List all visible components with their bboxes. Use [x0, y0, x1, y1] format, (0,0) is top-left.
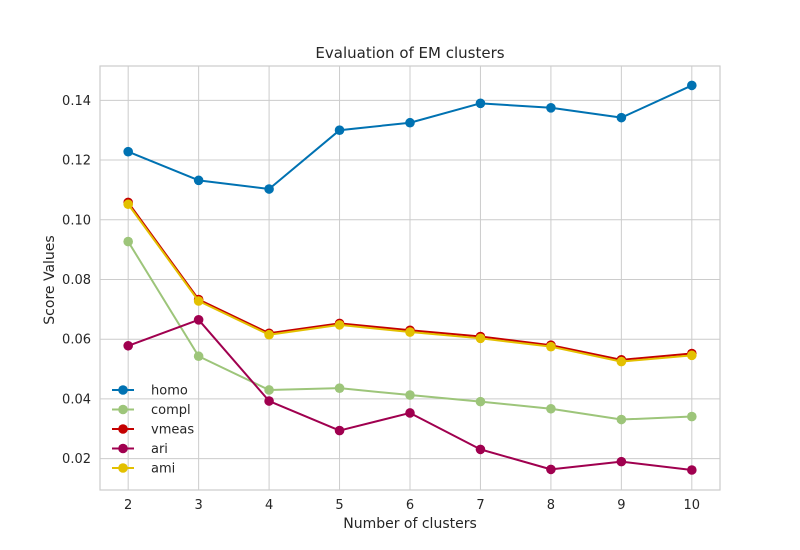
data-point-homo	[616, 112, 627, 123]
y-tick-label: 0.14	[62, 94, 91, 109]
y-tick-label: 0.10	[62, 213, 91, 228]
x-tick-label: 4	[265, 498, 273, 513]
x-tick-label: 6	[406, 498, 414, 513]
data-point-ami	[334, 320, 345, 330]
x-tick-label: 7	[476, 498, 484, 513]
chart-title: Evaluation of EM clusters	[315, 44, 504, 62]
plot-frame	[99, 65, 721, 491]
series-ari	[123, 315, 697, 475]
data-point-ami	[546, 341, 556, 352]
data-point-ari	[405, 408, 415, 418]
y-tick-label: 0.12	[62, 154, 91, 169]
legend-label: ari	[151, 442, 168, 457]
data-point-ari	[334, 425, 345, 436]
legend-item-homo: homo	[112, 384, 188, 399]
legend-label: vmeas	[151, 423, 194, 438]
data-point-compl	[193, 351, 204, 362]
x-tick-label: 8	[547, 498, 555, 513]
data-point-compl	[123, 236, 133, 247]
x-axis-label: Number of clusters	[343, 516, 477, 532]
data-point-ari	[123, 340, 133, 351]
data-point-ari	[616, 456, 627, 467]
x-tick-label: 9	[617, 498, 625, 513]
legend-marker	[118, 424, 128, 434]
data-point-homo	[546, 103, 556, 113]
data-point-ari	[546, 464, 556, 475]
data-point-ari	[687, 465, 697, 475]
data-point-homo	[687, 80, 697, 91]
y-tick-label: 0.06	[62, 333, 91, 348]
y-axis-label: Score Values	[42, 235, 58, 324]
plot-area: 2 3 4 5 6 7 8 9 10 0.02 0.04 0.06 0.08 0.10 0.12 0.14	[62, 65, 721, 513]
y-tick-label: 0.02	[62, 452, 91, 467]
series-ami	[123, 199, 697, 367]
data-point-homo	[123, 146, 133, 157]
x-tick-label: 3	[194, 498, 202, 513]
legend-item-ami: ami	[112, 462, 175, 477]
legend-item-ari: ari	[112, 442, 168, 457]
legend: homo compl vmeas ari ami	[112, 384, 194, 477]
x-tick-label: 10	[684, 498, 701, 513]
legend-marker	[118, 404, 128, 415]
y-tick-label: 0.04	[62, 392, 91, 407]
y-tick-label: 0.08	[62, 273, 91, 288]
data-point-ami	[264, 329, 274, 340]
legend-label: homo	[151, 384, 188, 399]
data-point-homo	[405, 117, 415, 128]
data-point-ami	[123, 199, 133, 210]
data-point-compl	[687, 411, 697, 422]
x-tick-label: 5	[335, 498, 343, 513]
legend-item-compl: compl	[112, 403, 191, 418]
data-point-homo	[334, 125, 345, 135]
series-homo	[123, 80, 697, 194]
data-point-ami	[616, 356, 627, 367]
data-point-ami	[687, 350, 697, 361]
legend-label: compl	[151, 403, 191, 418]
legend-marker	[118, 443, 128, 454]
legend-marker	[118, 385, 128, 395]
legend-marker	[118, 463, 128, 473]
data-point-ari	[475, 444, 486, 455]
data-point-compl	[546, 403, 556, 414]
data-point-compl	[475, 396, 486, 407]
x-tick-label: 2	[124, 498, 132, 513]
legend-label: ami	[151, 462, 175, 477]
data-point-ami	[475, 333, 486, 344]
data-point-homo	[193, 175, 204, 186]
data-point-compl	[616, 414, 627, 425]
data-point-homo	[475, 98, 486, 109]
data-point-ami	[405, 327, 415, 337]
data-point-homo	[264, 184, 274, 194]
legend-item-vmeas: vmeas	[112, 423, 194, 438]
data-point-compl	[334, 383, 345, 393]
series-compl	[123, 236, 697, 425]
data-point-compl	[405, 390, 415, 400]
data-point-ami	[193, 296, 204, 306]
data-point-ari	[264, 396, 274, 406]
data-point-ari	[193, 315, 204, 325]
data-point-compl	[264, 385, 274, 395]
